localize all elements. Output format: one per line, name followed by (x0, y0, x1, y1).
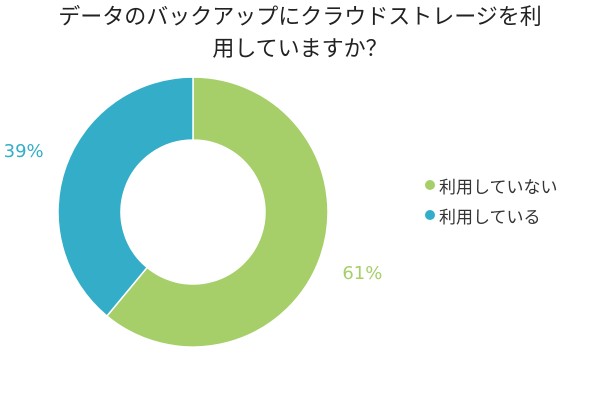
legend-label-not-using: 利用していない (439, 177, 558, 198)
slice-using[interactable] (57, 76, 194, 318)
legend-swatch-using (425, 210, 435, 220)
slice-not-using[interactable] (105, 76, 329, 348)
legend-item-using[interactable]: 利用している (425, 200, 558, 230)
legend-swatch-not-using (425, 180, 435, 190)
chart-title-line-2: 用していますか？ (212, 37, 388, 62)
data-label-using: 39% (4, 141, 44, 162)
donut-slices (57, 76, 329, 348)
data-label-not-using: 61% (342, 263, 382, 284)
data-labels: 61% 39% (4, 141, 383, 284)
legend: 利用していない 利用している (425, 170, 558, 230)
legend-label-using: 利用している (439, 207, 541, 228)
chart-title-line-1: データのバックアップにクラウドストレージを利 (58, 5, 542, 30)
chart-title: データのバックアップにクラウドストレージを利 用していますか？ (0, 2, 600, 66)
legend-item-not-using[interactable]: 利用していない (425, 170, 558, 200)
